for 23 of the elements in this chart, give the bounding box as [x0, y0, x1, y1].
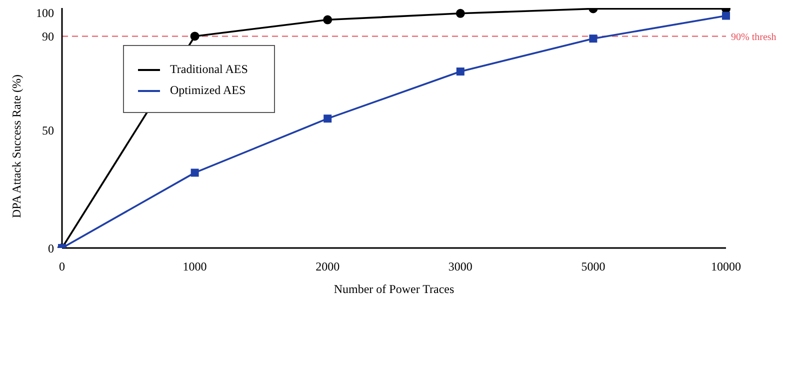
- point: [324, 114, 332, 123]
- point: [190, 168, 199, 177]
- x-tick-label: 10000: [711, 260, 741, 274]
- y-tick-label: 100: [36, 6, 54, 20]
- legend-label: Traditional AES: [170, 62, 248, 77]
- x-tick-label: 1000: [182, 260, 207, 274]
- y-tick-label: 90: [42, 29, 54, 44]
- point: [456, 68, 464, 76]
- y-tick-label: 0: [48, 241, 54, 256]
- point: [190, 32, 200, 41]
- point: [323, 15, 332, 24]
- x-tick-label: 3000: [448, 260, 472, 274]
- y-axis-title: DPA Attack Success Rate (%): [9, 74, 24, 218]
- ref-line-label: 90% thresh: [731, 32, 776, 43]
- legend-label: Optimized AES: [170, 83, 246, 98]
- x-tick-label: 2000: [316, 260, 340, 274]
- x-tick-label: 5000: [581, 260, 606, 274]
- point: [456, 8, 465, 18]
- point: [722, 12, 730, 20]
- x-tick-label: 0: [59, 260, 65, 274]
- y-tick-label: 50: [42, 124, 54, 138]
- x-axis-title: Number of Power Traces: [334, 282, 454, 296]
- point: [589, 34, 598, 43]
